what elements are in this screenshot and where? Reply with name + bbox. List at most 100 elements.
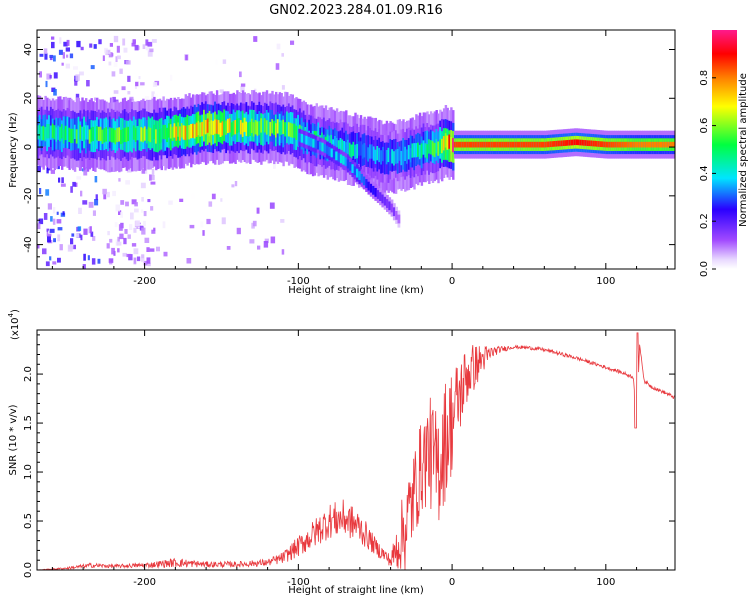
heatmap-cell bbox=[142, 128, 145, 143]
heatmap-cell bbox=[452, 138, 455, 153]
heatmap-cell bbox=[110, 128, 114, 143]
heatmap-cell bbox=[200, 221, 204, 228]
heatmap-cell bbox=[645, 141, 649, 148]
heatmap-cell bbox=[642, 141, 645, 148]
heatmap-cell bbox=[70, 238, 74, 245]
heatmap-cell bbox=[241, 122, 245, 137]
heatmap-cell bbox=[129, 127, 132, 142]
heatmap-cell bbox=[388, 201, 392, 211]
heatmap-cell bbox=[265, 120, 269, 135]
heatmap-cell bbox=[38, 218, 44, 225]
heatmap-cell bbox=[39, 53, 44, 57]
heatmap-cell bbox=[381, 194, 385, 204]
heatmap-cell bbox=[69, 53, 74, 59]
heatmap-cell bbox=[418, 144, 422, 160]
heatmap-cell bbox=[80, 190, 83, 197]
heatmap-cell bbox=[147, 50, 153, 57]
heatmap-cell bbox=[490, 141, 494, 148]
heatmap-cell bbox=[154, 93, 158, 101]
spectrogram-x-ticks: -200 -100 0 100 bbox=[51, 30, 668, 287]
heatmap-cell bbox=[62, 52, 65, 59]
heatmap-cell bbox=[53, 89, 57, 96]
colorbar-gradient bbox=[712, 30, 737, 269]
heatmap-cell bbox=[131, 243, 137, 247]
heatmap-cell bbox=[258, 120, 261, 136]
heatmap-cell bbox=[411, 143, 414, 158]
heatmap-cell bbox=[455, 141, 459, 148]
heatmap-cell bbox=[402, 150, 405, 165]
heatmap-cell bbox=[424, 143, 427, 158]
heatmap-cell bbox=[501, 141, 505, 148]
heatmap-cell bbox=[150, 206, 154, 211]
heatmap-cell bbox=[44, 52, 48, 60]
heatmap-cell bbox=[109, 238, 113, 243]
heatmap-cell bbox=[536, 141, 540, 148]
heatmap-cell bbox=[57, 234, 61, 242]
heatmap-cell bbox=[295, 125, 298, 140]
heatmap-cell bbox=[58, 49, 63, 55]
heatmap-cell bbox=[59, 126, 62, 142]
heatmap-cell bbox=[140, 82, 145, 86]
heatmap-cell bbox=[465, 141, 468, 148]
heatmap-cell bbox=[103, 194, 107, 200]
heatmap-cell bbox=[321, 142, 325, 152]
heatmap-cell bbox=[112, 190, 116, 197]
heatmap-cell bbox=[666, 141, 669, 148]
heatmap-cell bbox=[92, 126, 95, 142]
heatmap-cell bbox=[243, 117, 246, 132]
heatmap-cell bbox=[144, 96, 150, 100]
heatmap-cell bbox=[166, 127, 169, 143]
heatmap-cell bbox=[114, 130, 117, 145]
heatmap-cell bbox=[151, 229, 156, 234]
heatmap-cell bbox=[75, 93, 80, 98]
heatmap-cell bbox=[151, 128, 154, 143]
heatmap-cell bbox=[269, 202, 275, 209]
heatmap-cell bbox=[603, 141, 606, 148]
heatmap-cell bbox=[72, 128, 75, 144]
heatmap-cell bbox=[573, 139, 577, 146]
heatmap-cell bbox=[575, 139, 579, 146]
heatmap-cell bbox=[171, 126, 175, 141]
heatmap-cell bbox=[191, 193, 195, 199]
heatmap-cell bbox=[150, 175, 155, 181]
heatmap-cell bbox=[577, 139, 580, 146]
colorbar: 0.0 0.2 0.4 0.6 0.8 Normalized spectral ampl… bbox=[699, 30, 749, 277]
heatmap-cell bbox=[249, 121, 252, 136]
snr-y-multiplier-close: ) bbox=[10, 309, 21, 313]
heatmap-cell bbox=[303, 134, 306, 144]
heatmap-cell bbox=[251, 118, 254, 133]
heatmap-cell bbox=[226, 246, 231, 250]
colorbar-tick-label: 0.2 bbox=[699, 213, 710, 229]
heatmap-cell bbox=[108, 52, 113, 58]
heatmap-cell bbox=[487, 141, 490, 148]
heatmap-cell bbox=[551, 141, 555, 147]
heatmap-cell bbox=[281, 85, 285, 90]
heatmap-cell bbox=[57, 227, 63, 231]
heatmap-cell bbox=[505, 141, 508, 148]
heatmap-cell bbox=[39, 71, 42, 78]
y-tick-label: 1.0 bbox=[23, 464, 34, 480]
heatmap-cell bbox=[435, 139, 438, 154]
heatmap-cell bbox=[287, 122, 291, 137]
heatmap-cell bbox=[87, 255, 90, 261]
heatmap-cell bbox=[605, 141, 608, 148]
heatmap-cell bbox=[141, 227, 146, 235]
heatmap-cell bbox=[130, 98, 135, 103]
heatmap-cell bbox=[236, 118, 239, 133]
heatmap-cell bbox=[53, 55, 56, 62]
heatmap-cell bbox=[203, 119, 206, 135]
heatmap-cell bbox=[46, 231, 52, 237]
heatmap-cell bbox=[135, 220, 140, 227]
heatmap-cell bbox=[73, 124, 77, 139]
heatmap-cell bbox=[660, 141, 663, 148]
heatmap-cell bbox=[117, 236, 120, 242]
heatmap-cell bbox=[553, 141, 556, 147]
heatmap-cell bbox=[457, 141, 460, 148]
heatmap-cell bbox=[289, 122, 293, 138]
heatmap-cell bbox=[531, 141, 534, 148]
snr-y-multiplier: (x104) bbox=[7, 309, 21, 340]
heatmap-cell bbox=[189, 224, 195, 229]
y-tick-label: 0.0 bbox=[23, 562, 34, 578]
heatmap-cell bbox=[671, 141, 674, 148]
heatmap-cell bbox=[116, 45, 120, 53]
